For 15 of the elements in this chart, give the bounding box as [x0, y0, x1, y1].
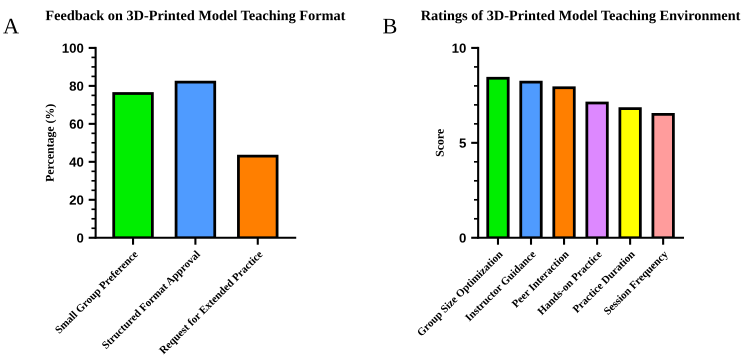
chart-title: Ratings of 3D-Printed Model Teaching Environment	[420, 10, 740, 24]
text: A	[3, 18, 19, 34]
y-tick-label: 60	[70, 119, 84, 129]
y-tick-label: 40	[69, 157, 84, 167]
y-tick-label: 0	[77, 233, 84, 243]
y-tick-label: 0	[460, 233, 466, 243]
y-tick-label: 100	[62, 43, 84, 53]
text: B	[383, 18, 396, 34]
y-tick-label: 20	[70, 195, 84, 205]
chart-title: Feedback on 3D-Printed Model Teaching Format	[46, 10, 346, 24]
y-axis-title: Percentage (%)	[45, 104, 56, 182]
y-tick-label: 5	[459, 138, 466, 148]
y-axis-title: Score	[436, 129, 444, 156]
y-tick-label: 10	[452, 43, 466, 53]
y-tick-label: 80	[70, 81, 84, 91]
